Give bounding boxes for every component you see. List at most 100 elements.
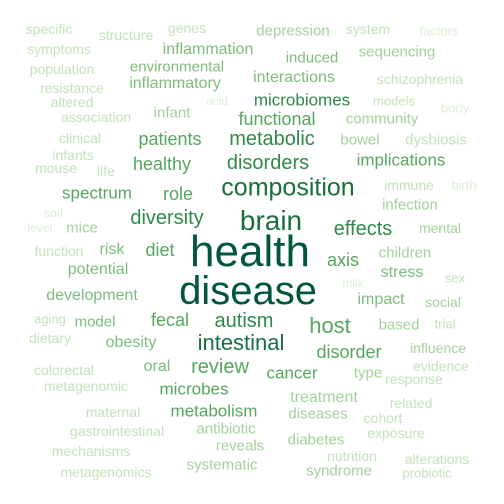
word-alterations: alterations: [404, 451, 470, 467]
word-cancer: cancer: [266, 363, 318, 383]
word-exposure: exposure: [367, 425, 425, 441]
word-mechanisms: mechanisms: [51, 443, 131, 459]
word-based: based: [378, 316, 420, 334]
word-factors: factors: [419, 23, 459, 39]
word-brain: brain: [239, 205, 303, 236]
word-sequencing: sequencing: [358, 43, 436, 61]
word-infection: infection: [382, 196, 438, 214]
word-colorectal: colorectal: [34, 362, 94, 378]
word-composition: composition: [221, 173, 355, 202]
word-evidence: evidence: [412, 358, 470, 374]
word-association: association: [60, 109, 132, 125]
word-risk: risk: [99, 241, 125, 258]
word-milk: milk: [342, 276, 364, 290]
word-dysbiosis: dysbiosis: [405, 131, 467, 149]
word-inflammation: inflammation: [162, 41, 254, 58]
word-healthy: healthy: [132, 154, 192, 174]
word-schizophrenia: schizophrenia: [376, 71, 464, 87]
word-effects: effects: [333, 218, 393, 240]
word-disorder: disorder: [316, 342, 382, 362]
word-acid: acid: [205, 94, 229, 108]
word-impact: impact: [357, 291, 405, 308]
word-system: system: [345, 21, 391, 37]
word-host: host: [309, 313, 351, 338]
word-influence: influence: [409, 340, 467, 356]
word-microbes: microbes: [159, 379, 229, 399]
word-axis: axis: [326, 250, 360, 270]
word-clinical: clinical: [58, 130, 102, 146]
word-functional: functional: [238, 109, 316, 129]
word-environmental: environmental: [129, 58, 225, 76]
word-stress: stress: [380, 264, 424, 281]
word-response: response: [385, 371, 443, 387]
word-disease: disease: [179, 269, 317, 313]
word-mice: mice: [66, 219, 98, 237]
word-function: function: [34, 243, 84, 259]
word-social: social: [425, 294, 461, 310]
word-induced: induced: [285, 49, 339, 67]
word-metagenomic: metagenomic: [43, 378, 129, 394]
word-body: body: [440, 100, 470, 116]
word-autism: autism: [214, 310, 274, 332]
word-symptoms: symptoms: [27, 41, 91, 57]
word-reveals: reveals: [215, 437, 265, 455]
word-bowel: bowel: [340, 131, 380, 149]
word-fecal: fecal: [150, 310, 190, 330]
word-inflammatory: inflammatory: [129, 75, 221, 92]
word-development: development: [46, 287, 138, 304]
word-sex: sex: [444, 270, 466, 286]
word-community: community: [345, 110, 419, 128]
word-obesity: obesity: [105, 334, 157, 351]
word-implications: implications: [356, 150, 446, 170]
word-cohort: cohort: [363, 410, 403, 426]
word-gastrointestinal: gastrointestinal: [69, 423, 165, 439]
word-related: related: [389, 395, 433, 411]
word-life: life: [97, 163, 115, 179]
word-antibiotic: antibiotic: [196, 420, 256, 438]
word-spectrum: spectrum: [62, 183, 132, 203]
word-infant: infant: [153, 104, 191, 122]
word-metabolic: metabolic: [229, 128, 315, 150]
word-potential: potential: [67, 261, 129, 278]
word-diseases: diseases: [288, 405, 348, 423]
word-level: level: [27, 221, 53, 235]
word-altered: altered: [50, 94, 94, 110]
word-children: children: [378, 244, 432, 262]
word-diabetes: diabetes: [287, 431, 345, 449]
word-disorders: disorders: [226, 152, 310, 174]
word-oral: oral: [143, 358, 171, 375]
word-role: role: [162, 184, 194, 204]
word-maternal: maternal: [85, 404, 141, 420]
word-model: model: [74, 313, 116, 331]
word-trial: trial: [434, 316, 456, 332]
word-nutrition: nutrition: [327, 448, 377, 464]
word-microbiomes: microbiomes: [253, 90, 351, 110]
word-mouse: mouse: [34, 160, 78, 176]
word-diet: diet: [145, 240, 175, 260]
word-review: review: [191, 356, 249, 378]
word-health: health: [190, 227, 310, 276]
word-aging: aging: [34, 311, 66, 327]
word-resistance: resistance: [40, 80, 104, 96]
word-intestinal: intestinal: [197, 330, 285, 355]
word-immune: immune: [384, 177, 434, 193]
word-infants: infants: [52, 147, 94, 163]
word-dietary: dietary: [28, 330, 72, 346]
word-patients: patients: [138, 129, 202, 149]
word-interactions: interactions: [253, 69, 335, 86]
word-metabolism: metabolism: [170, 401, 258, 421]
word-diversity: diversity: [130, 207, 204, 229]
word-depression: depression: [256, 22, 330, 40]
word-genes: genes: [167, 20, 207, 36]
word-specific: specific: [25, 21, 73, 37]
word-metagenomics: metagenomics: [60, 464, 152, 480]
word-structure: structure: [98, 27, 154, 43]
word-models: models: [373, 93, 415, 109]
word-systematic: systematic: [186, 456, 258, 474]
word-birth: birth: [451, 177, 477, 193]
word-soil: soil: [43, 205, 63, 221]
word-type: type: [353, 364, 383, 382]
word-population: population: [29, 61, 95, 77]
word-syndrome: syndrome: [306, 462, 372, 480]
